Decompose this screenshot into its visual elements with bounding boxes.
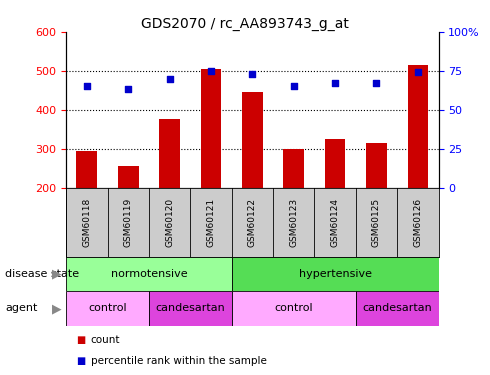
Bar [356, 291, 439, 326]
Point [372, 80, 380, 86]
Bar [159, 119, 180, 188]
Point [331, 80, 339, 86]
Point [83, 83, 91, 89]
Bar [366, 143, 387, 188]
Text: GSM60121: GSM60121 [206, 198, 216, 247]
Point [248, 71, 256, 77]
Bar [408, 65, 428, 188]
Bar [200, 69, 221, 188]
Text: ▶: ▶ [51, 302, 61, 315]
Text: hypertensive: hypertensive [298, 269, 371, 279]
Text: GSM60120: GSM60120 [165, 198, 174, 247]
Point [124, 87, 132, 93]
Point [166, 76, 173, 82]
Text: agent: agent [5, 303, 37, 313]
Text: GSM60118: GSM60118 [82, 198, 91, 247]
Text: normotensive: normotensive [111, 269, 187, 279]
Text: GSM60123: GSM60123 [289, 198, 298, 247]
Bar [149, 291, 232, 326]
Text: count: count [91, 335, 120, 345]
Text: GSM60125: GSM60125 [372, 198, 381, 247]
Bar [325, 139, 345, 188]
Text: GSM60124: GSM60124 [331, 198, 340, 247]
Text: GSM60122: GSM60122 [248, 198, 257, 247]
Point [207, 68, 215, 74]
Text: GSM60126: GSM60126 [414, 198, 422, 247]
Bar [66, 291, 149, 326]
Bar [76, 150, 97, 188]
Text: GSM60119: GSM60119 [123, 198, 133, 247]
Point [290, 83, 297, 89]
Bar [66, 257, 232, 291]
Text: candesartan: candesartan [362, 303, 432, 313]
Bar [242, 92, 263, 188]
Text: ▶: ▶ [51, 267, 61, 280]
Point [414, 69, 422, 75]
Bar [118, 166, 139, 188]
Text: candesartan: candesartan [155, 303, 225, 313]
Text: GDS2070 / rc_AA893743_g_at: GDS2070 / rc_AA893743_g_at [141, 17, 349, 31]
Text: ■: ■ [76, 335, 85, 345]
Text: percentile rank within the sample: percentile rank within the sample [91, 356, 267, 366]
Bar [232, 291, 356, 326]
Text: disease state: disease state [5, 269, 79, 279]
Text: control: control [88, 303, 127, 313]
Text: ■: ■ [76, 356, 85, 366]
Bar [232, 257, 439, 291]
Bar [283, 148, 304, 188]
Text: control: control [274, 303, 313, 313]
